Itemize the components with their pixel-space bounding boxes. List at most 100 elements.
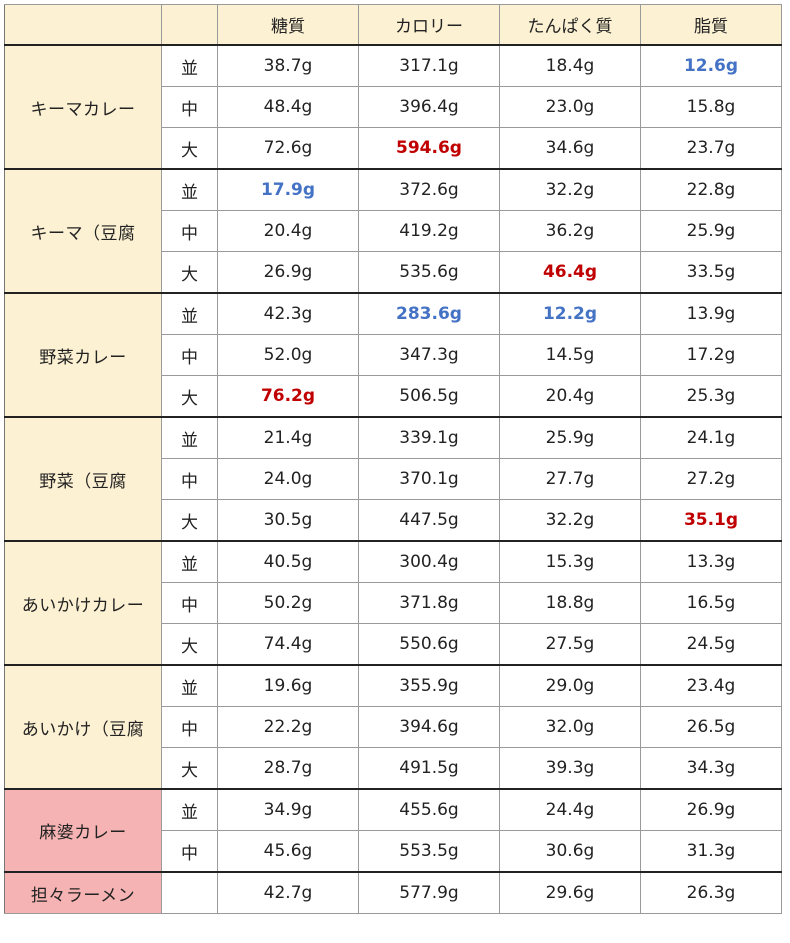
carbs-value-cell: 76.2g [217,375,359,418]
protein-value-cell: 27.5g [499,623,641,666]
protein-value-cell: 32.2g [499,168,641,211]
menu-item-name: 担々ラーメン [4,871,162,914]
header-cell-calories: カロリー [358,4,500,46]
fat-value-cell: 33.5g [640,251,782,294]
header-row: 糖質 カロリー たんぱく質 脂質 [4,4,782,46]
fat-value-cell: 15.8g [640,86,782,128]
calories-value-cell: 535.6g [358,251,500,294]
size-cell: 中 [161,334,218,376]
header-cell-carbs: 糖質 [217,4,359,46]
calories-value-cell: 577.9g [358,871,500,914]
table-row: 中 48.4g 396.4g 23.0g 15.8g [5,86,782,128]
calories-value-cell: 347.3g [358,334,500,376]
table-row: 中 20.4g 419.2g 36.2g 25.9g [5,210,782,252]
calories-value-cell: 317.1g [358,44,500,87]
table-row: キーマカレー並 38.7g 317.1g 18.4g 12.6g [4,44,782,170]
carbs-value-cell: 20.4g [217,210,359,252]
table-row: 大 26.9g 535.6g 46.4g 33.5g [5,251,782,294]
calories-value-cell: 550.6g [358,623,500,666]
table-row: 中 24.0g 370.1g 27.7g 27.2g [5,458,782,500]
protein-value-cell: 36.2g [499,210,641,252]
carbs-value-cell: 52.0g [217,334,359,376]
menu-item-name: 野菜カレー [4,292,162,418]
size-cell: 中 [161,830,218,873]
calories-value-cell: 370.1g [358,458,500,500]
fat-value-cell: 26.3g [640,871,782,914]
calories-value-cell: 372.6g [358,168,500,211]
table-row: 中 50.2g 371.8g 18.8g 16.5g [5,582,782,624]
size-cell: 大 [161,499,218,542]
carbs-value-cell: 45.6g [217,830,359,873]
calories-value-cell: 355.9g [358,664,500,707]
calories-value-cell: 553.5g [358,830,500,873]
fat-value-cell: 27.2g [640,458,782,500]
calories-value-cell: 371.8g [358,582,500,624]
carbs-value-cell: 30.5g [217,499,359,542]
header-cell-fat: 脂質 [640,4,782,46]
size-cell: 中 [161,706,218,748]
table-row: キーマ（豆腐並 17.9g 372.6g 32.2g 22.8g [4,168,782,294]
menu-item-name: 野菜（豆腐 [4,416,162,542]
size-cell: 並 [161,44,218,87]
nutrition-table: 糖質 カロリー たんぱく質 脂質 キーマカレー並 38.7g 317.1g 18.4g… [4,4,782,914]
table-row: 大 76.2g 506.5g 20.4g 25.3g [5,375,782,418]
header-cell-corner [4,4,162,46]
protein-value-cell: 29.0g [499,664,641,707]
size-cell: 中 [161,210,218,252]
carbs-value-cell: 22.2g [217,706,359,748]
fat-value-cell: 26.9g [640,788,782,831]
fat-value-cell: 12.6g [640,44,782,87]
fat-value-cell: 23.4g [640,664,782,707]
size-cell: 中 [161,86,218,128]
fat-value-cell: 25.9g [640,210,782,252]
table-row: 野菜（豆腐並 21.4g 339.1g 25.9g 24.1g [4,416,782,542]
calories-value-cell: 506.5g [358,375,500,418]
calories-value-cell: 455.6g [358,788,500,831]
calories-value-cell: 594.6g [358,127,500,170]
table-row: 大 74.4g 550.6g 27.5g 24.5g [5,623,782,666]
table-row: あいかけ（豆腐並 19.6g 355.9g 29.0g 23.4g [4,664,782,790]
size-cell: 並 [161,664,218,707]
carbs-value-cell: 19.6g [217,664,359,707]
protein-value-cell: 32.0g [499,706,641,748]
carbs-value-cell: 24.0g [217,458,359,500]
protein-value-cell: 18.4g [499,44,641,87]
table-row: 担々ラーメン 42.7g 577.9g 29.6g 26.3g [4,871,782,914]
menu-item-name: キーマ（豆腐 [4,168,162,294]
size-cell: 大 [161,127,218,170]
fat-value-cell: 35.1g [640,499,782,542]
table-row: 大 72.6g 594.6g 34.6g 23.7g [5,127,782,170]
size-cell: 並 [161,540,218,583]
fat-value-cell: 23.7g [640,127,782,170]
fat-value-cell: 13.9g [640,292,782,335]
carbs-value-cell: 21.4g [217,416,359,459]
carbs-value-cell: 28.7g [217,747,359,790]
protein-value-cell: 23.0g [499,86,641,128]
carbs-value-cell: 72.6g [217,127,359,170]
fat-value-cell: 24.5g [640,623,782,666]
carbs-value-cell: 42.7g [217,871,359,914]
size-cell: 大 [161,375,218,418]
table-row: 中 22.2g 394.6g 32.0g 26.5g [5,706,782,748]
carbs-value-cell: 34.9g [217,788,359,831]
protein-value-cell: 12.2g [499,292,641,335]
header-cell-size [161,4,218,46]
size-cell: 並 [161,416,218,459]
size-cell: 中 [161,582,218,624]
menu-item-name: 麻婆カレー [4,788,162,873]
fat-value-cell: 17.2g [640,334,782,376]
table-row: 麻婆カレー並 34.9g 455.6g 24.4g 26.9g [4,788,782,873]
protein-value-cell: 27.7g [499,458,641,500]
table-row: 中 52.0g 347.3g 14.5g 17.2g [5,334,782,376]
fat-value-cell: 31.3g [640,830,782,873]
carbs-value-cell: 74.4g [217,623,359,666]
table-body: キーマカレー並 38.7g 317.1g 18.4g 12.6g 中 48.4g 396.4g… [4,44,782,914]
protein-value-cell: 30.6g [499,830,641,873]
size-cell: 大 [161,251,218,294]
size-cell: 中 [161,458,218,500]
protein-value-cell: 20.4g [499,375,641,418]
menu-item-name: あいかけカレー [4,540,162,666]
size-cell: 大 [161,747,218,790]
size-cell [161,871,218,914]
size-cell: 並 [161,292,218,335]
